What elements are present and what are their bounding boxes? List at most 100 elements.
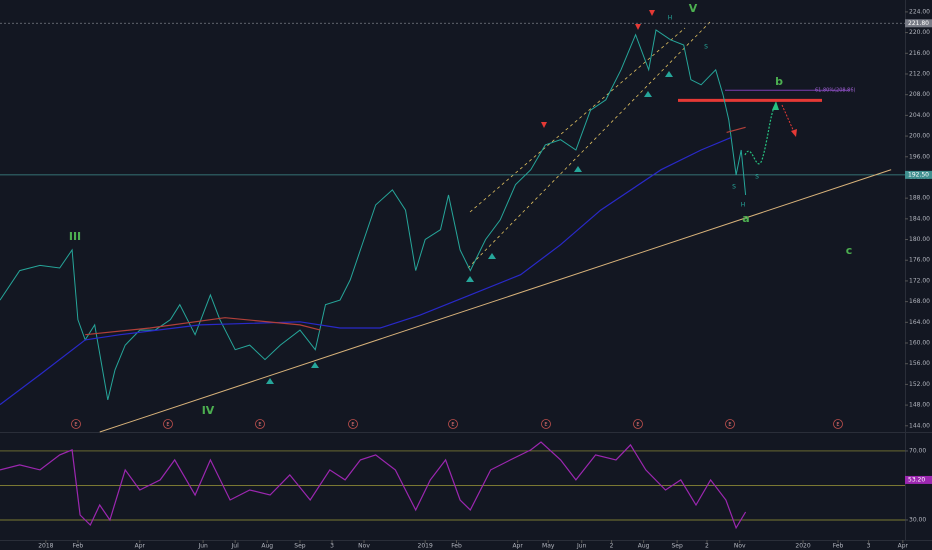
earnings-label: E (451, 422, 454, 428)
wave-label: c (846, 244, 853, 257)
earnings-label: E (258, 422, 261, 428)
earnings-marker (448, 419, 458, 429)
earnings-marker (71, 419, 81, 429)
x-tick-label: 2 (610, 543, 614, 550)
earnings-marker (541, 419, 551, 429)
y-tick-label: 224.00 (909, 8, 930, 15)
last-value-label: 53.20 (908, 476, 925, 483)
y-tick-label: 196.00 (909, 153, 930, 160)
x-tick-label: Feb (73, 543, 84, 550)
channel-line (469, 27, 686, 213)
y-tick-label: 220.00 (909, 29, 930, 36)
series-line (0, 441, 747, 530)
earnings-marker (725, 419, 735, 429)
x-tick-label: Apr (135, 543, 146, 550)
y-tick-label: 208.00 (909, 91, 930, 98)
x-tick-label: Sep (671, 543, 683, 550)
buy-arrow (311, 362, 319, 368)
pattern-label: S (704, 44, 708, 51)
buy-arrow (266, 378, 274, 384)
x-tick-label: Apr (512, 543, 523, 550)
y-tick-label: 216.00 (909, 50, 930, 57)
sell-markers (541, 10, 655, 128)
buy-arrow (644, 91, 652, 97)
x-tick-label: Sep (294, 543, 306, 550)
y-tick-label: 160.00 (909, 340, 930, 347)
y-tick-label: 176.00 (909, 257, 930, 264)
wave-label: IV (202, 404, 215, 417)
series-line (0, 29, 747, 401)
x-tick-label: 3 (867, 543, 871, 550)
buy-arrow (665, 71, 673, 77)
earnings-label: E (544, 422, 547, 428)
last-value-bg (905, 475, 932, 484)
y-tick-label: 188.00 (909, 195, 930, 202)
x-tick-label: Jul (231, 543, 240, 550)
sell-arrow (541, 122, 547, 128)
y-tick-label: 148.00 (909, 402, 930, 409)
price-label: 221.80 (908, 20, 929, 27)
y-tick-label: 212.00 (909, 70, 930, 77)
wave-label: III (69, 230, 81, 243)
earnings-label: E (351, 422, 354, 428)
wave-label: V (689, 2, 698, 15)
fib-label: 61.80%(208.86) (815, 88, 856, 94)
y-tick-label: 70.00 (909, 447, 926, 454)
x-tick-label: 2 (705, 543, 709, 550)
x-tick-label: 2019 (418, 543, 433, 550)
buy-arrow (574, 166, 582, 172)
x-tick-label: May (542, 543, 555, 550)
y-tick-label: 144.00 (909, 422, 930, 429)
x-tick-label: 3 (330, 543, 334, 550)
x-tick-label: Jun (197, 543, 208, 550)
x-tick-label: Feb (451, 543, 462, 550)
buy-markers (266, 71, 673, 384)
wave-label: b (775, 75, 783, 88)
series-line (0, 137, 732, 406)
y-tick-label: 152.00 (909, 381, 930, 388)
buy-arrow (488, 253, 496, 259)
earnings-marker (163, 419, 173, 429)
y-tick-label: 168.00 (909, 298, 930, 305)
pattern-label: H (668, 15, 673, 22)
x-tick-label: Aug (638, 543, 650, 550)
earnings-label: E (74, 422, 77, 428)
pattern-label: H (741, 202, 746, 209)
price-label-bg (905, 19, 932, 28)
earnings-label: E (166, 422, 169, 428)
y-tick-label: 204.00 (909, 112, 930, 119)
wave-label: a (742, 212, 749, 225)
earnings-marker (633, 419, 643, 429)
y-tick-label: 164.00 (909, 319, 930, 326)
projection-arrow (791, 129, 797, 137)
pattern-label: S (732, 184, 736, 191)
y-tick-label: 184.00 (909, 215, 930, 222)
buy-arrow (466, 276, 474, 282)
y-tick-label: 180.00 (909, 236, 930, 243)
y-tick-label: 200.00 (909, 133, 930, 140)
projection-path (781, 104, 795, 133)
x-tick-label: Aug (261, 543, 273, 550)
earnings-marker (255, 419, 265, 429)
price-label-bg (905, 170, 932, 179)
x-tick-label: Nov (734, 543, 746, 550)
projection-path (744, 104, 776, 165)
x-tick-label: 2018 (38, 543, 53, 550)
y-tick-label: 30.00 (909, 516, 926, 523)
x-tick-label: Nov (358, 543, 370, 550)
y-tick-label: 172.00 (909, 277, 930, 284)
earnings-label: E (728, 422, 731, 428)
price-label: 192.50 (908, 171, 929, 178)
earnings-marker (348, 419, 358, 429)
earnings-marker (833, 419, 843, 429)
pattern-label: S (755, 174, 759, 181)
trendline (99, 169, 892, 433)
series-line (85, 126, 746, 336)
x-tick-label: 2020 (795, 543, 810, 550)
y-tick-label: 156.00 (909, 360, 930, 367)
earnings-label: E (836, 422, 839, 428)
x-tick-label: Feb (833, 543, 844, 550)
